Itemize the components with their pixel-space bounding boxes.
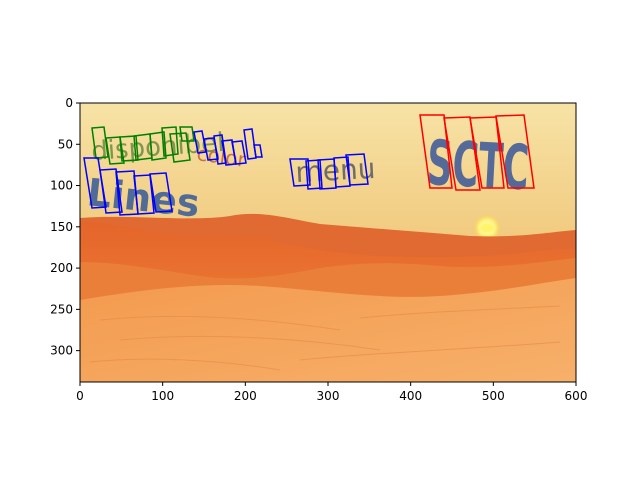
blue-box [83,157,107,209]
blue-box [253,144,263,158]
red-box [443,116,481,191]
green-box [105,136,125,165]
blue-annotation-boxes-lines [83,157,173,216]
sun-core [481,223,493,233]
x-tick-label: 300 [317,389,340,403]
red-box [419,114,453,189]
red-box [469,116,505,189]
green-box [91,126,109,159]
x-tick-label: 200 [234,389,257,403]
desert-photo: disponibel Lines menu SCTC color [80,103,576,382]
blue-box [99,168,123,214]
y-tick-label: 250 [50,302,73,316]
red-annotation-boxes [419,114,535,191]
x-tick-label: 400 [399,389,422,403]
blue-box [289,158,311,187]
y-axis: 0 50 100 150 200 250 300 [50,96,80,358]
blue-annotation-boxes-menu [289,153,369,190]
blue-box [317,158,337,190]
blue-box [133,174,155,215]
blue-box [149,172,173,213]
green-box [161,126,179,157]
y-tick-label: 50 [58,137,73,151]
y-tick-label: 0 [65,96,73,110]
green-annotation-boxes [91,126,195,165]
y-tick-label: 300 [50,344,73,358]
green-box [149,131,167,161]
y-tick-label: 100 [50,179,73,193]
blue-annotation-boxes-color [193,128,263,166]
blue-box [345,153,369,186]
blue-box [243,128,257,160]
x-tick-label: 0 [76,389,84,403]
x-tick-label: 600 [565,389,588,403]
blue-box [333,156,351,188]
x-tick-label: 100 [151,389,174,403]
y-tick-label: 200 [50,261,73,275]
y-tick-label: 150 [50,220,73,234]
green-box [179,126,195,142]
sand-ripples [89,305,561,371]
red-box [495,114,535,189]
blue-box [231,140,247,165]
blue-box [305,159,323,190]
x-axis: 0 100 200 300 400 500 600 [76,382,587,403]
x-tick-label: 500 [482,389,505,403]
dune-front [80,278,576,382]
